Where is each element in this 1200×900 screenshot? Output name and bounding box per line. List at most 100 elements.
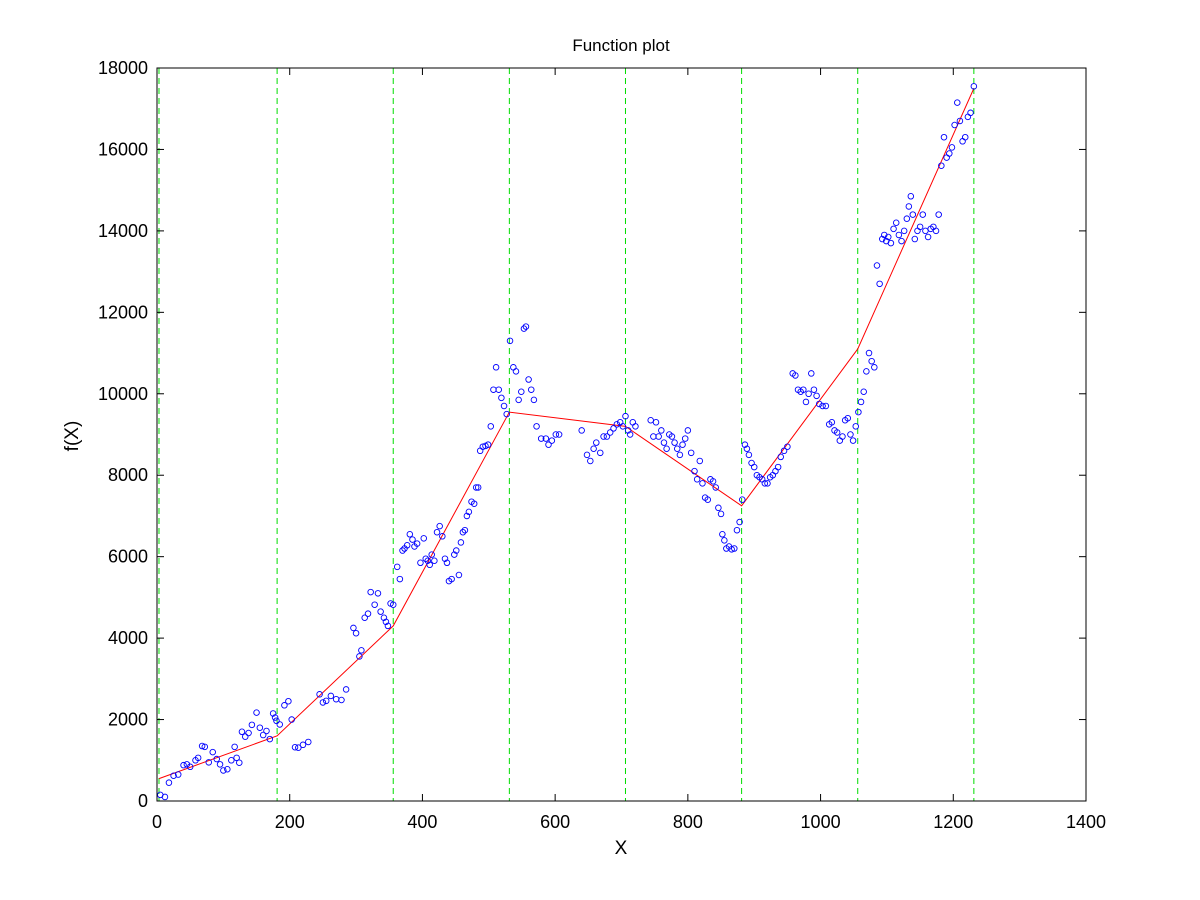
data-point bbox=[745, 451, 753, 459]
data-point bbox=[907, 193, 915, 200]
data-point bbox=[733, 526, 741, 534]
data-point bbox=[422, 555, 429, 562]
data-point bbox=[890, 225, 897, 233]
data-point bbox=[457, 539, 465, 546]
data-point bbox=[715, 504, 722, 512]
data-point bbox=[578, 427, 585, 434]
data-point bbox=[863, 368, 870, 375]
data-point bbox=[170, 772, 177, 780]
data-point bbox=[719, 531, 726, 538]
data-point bbox=[238, 728, 246, 736]
data-point bbox=[743, 445, 751, 453]
data-point bbox=[624, 427, 632, 434]
data-point bbox=[374, 590, 382, 597]
data-point bbox=[180, 761, 187, 769]
data-point bbox=[924, 233, 932, 241]
data-point bbox=[590, 445, 597, 453]
data-point bbox=[898, 237, 905, 245]
fit-line bbox=[158, 88, 975, 780]
data-point bbox=[593, 439, 600, 446]
data-point bbox=[194, 754, 202, 762]
data-point bbox=[784, 443, 791, 450]
data-point bbox=[938, 162, 945, 169]
data-point bbox=[687, 449, 695, 457]
data-point bbox=[815, 400, 823, 408]
data-point bbox=[495, 386, 502, 393]
data-point bbox=[186, 763, 194, 771]
data-point bbox=[626, 431, 634, 438]
data-point bbox=[911, 235, 919, 243]
data-point bbox=[533, 423, 540, 430]
data-point bbox=[443, 559, 451, 567]
data-point bbox=[382, 618, 390, 626]
data-point bbox=[276, 721, 284, 728]
data-point bbox=[350, 624, 357, 632]
data-point bbox=[174, 771, 182, 778]
data-point bbox=[459, 528, 467, 536]
data-point bbox=[606, 429, 614, 436]
data-point bbox=[403, 542, 411, 549]
data-point bbox=[696, 457, 704, 465]
data-point bbox=[691, 467, 698, 475]
data-point bbox=[364, 610, 372, 617]
data-point bbox=[209, 748, 216, 756]
data-point bbox=[487, 423, 495, 430]
data-point bbox=[764, 480, 771, 487]
data-point bbox=[231, 743, 238, 751]
data-point bbox=[951, 121, 958, 129]
data-point bbox=[165, 779, 173, 786]
data-point bbox=[205, 759, 213, 766]
data-point bbox=[431, 557, 438, 564]
data-point bbox=[736, 518, 743, 526]
data-point bbox=[461, 526, 469, 534]
data-point bbox=[522, 323, 530, 330]
x-tick-label: 600 bbox=[540, 812, 570, 832]
data-point bbox=[269, 710, 277, 717]
data-point bbox=[805, 390, 812, 398]
data-point bbox=[728, 546, 735, 553]
y-tick-label: 2000 bbox=[108, 710, 148, 730]
data-point bbox=[881, 231, 888, 239]
data-point bbox=[472, 484, 480, 491]
data-point bbox=[600, 433, 607, 440]
plot-area bbox=[157, 68, 1086, 801]
data-point bbox=[498, 394, 505, 402]
data-point bbox=[828, 419, 836, 426]
data-point bbox=[451, 551, 458, 558]
data-point bbox=[455, 571, 463, 579]
data-point bbox=[380, 614, 388, 622]
data-point bbox=[409, 536, 416, 543]
data-point bbox=[530, 396, 538, 404]
data-point bbox=[774, 463, 782, 471]
data-point bbox=[731, 545, 738, 552]
data-point bbox=[542, 435, 550, 442]
data-point bbox=[424, 557, 431, 564]
y-tick-label: 16000 bbox=[98, 139, 148, 159]
data-point bbox=[288, 716, 295, 723]
data-point bbox=[295, 744, 302, 751]
y-axis-ticks: 0 2000 4000 6000 8000 10000 12000 14000 16000 180… bbox=[98, 58, 1086, 811]
data-point bbox=[699, 480, 706, 487]
y-tick-label: 18000 bbox=[98, 58, 148, 78]
data-point bbox=[663, 445, 670, 453]
data-point bbox=[399, 547, 406, 554]
data-point bbox=[518, 388, 525, 395]
data-point bbox=[453, 547, 460, 554]
data-point bbox=[932, 227, 940, 235]
data-point bbox=[515, 396, 522, 404]
data-point bbox=[245, 729, 252, 737]
data-point bbox=[652, 419, 660, 426]
data-point bbox=[844, 414, 852, 422]
data-point bbox=[887, 239, 895, 247]
data-point bbox=[470, 500, 478, 507]
y-tick-label: 0 bbox=[138, 791, 148, 811]
data-point bbox=[242, 733, 249, 740]
data-point bbox=[428, 551, 435, 558]
data-point bbox=[433, 528, 441, 536]
data-point bbox=[248, 721, 256, 729]
data-point bbox=[319, 699, 327, 706]
data-point bbox=[281, 702, 288, 709]
data-point bbox=[465, 508, 473, 516]
data-point bbox=[492, 364, 500, 371]
data-point bbox=[684, 427, 692, 434]
